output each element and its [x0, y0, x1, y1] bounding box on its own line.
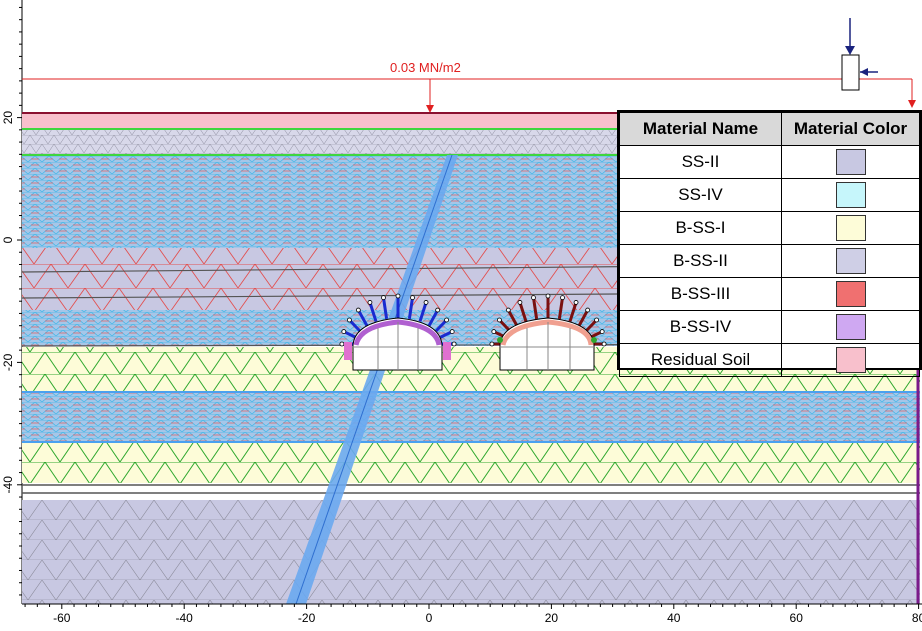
x-tick-label: -40 — [176, 611, 194, 625]
legend-material-name: SS-II — [619, 145, 782, 179]
legend-material-color — [781, 211, 920, 245]
y-tick-label: -40 — [1, 476, 15, 494]
legend-row: Residual Soil — [619, 343, 920, 377]
legend-material-color — [781, 277, 920, 311]
legend-material-color — [781, 244, 920, 278]
color-swatch — [835, 314, 866, 340]
legend-material-name: SS-IV — [619, 178, 782, 212]
legend-row: B-SS-III — [619, 277, 920, 311]
legend-row: B-SS-I — [619, 211, 920, 245]
left-axis — [17, 0, 23, 604]
y-tick-label: 0 — [1, 236, 15, 243]
color-swatch — [835, 149, 866, 175]
bottom-axis — [0, 603, 922, 626]
boundary-condition-icon — [841, 18, 878, 91]
x-tick-label: 40 — [667, 611, 681, 625]
color-swatch — [835, 248, 866, 274]
legend-material-color — [781, 178, 920, 212]
material-legend: Material Name Material Color SS-II SS-IV B… — [617, 110, 922, 377]
legend-material-name: B-SS-II — [619, 244, 782, 278]
legend-material-name: Residual Soil — [619, 343, 782, 377]
legend-material-color — [781, 310, 920, 344]
right-tunnel — [489, 293, 607, 371]
legend-row: B-SS-IV — [619, 310, 920, 344]
legend-row: SS-II — [619, 145, 920, 179]
color-swatch — [835, 347, 866, 373]
x-tick-label: 60 — [790, 611, 804, 625]
legend-material-name: B-SS-IV — [619, 310, 782, 344]
left-tunnel-rock-bolts — [339, 293, 457, 347]
y-axis-tick-labels: 20 0 -20 -40 — [1, 111, 15, 494]
legend-row: B-SS-II — [619, 244, 920, 278]
color-swatch — [835, 281, 866, 307]
y-tick-label: -20 — [1, 353, 15, 371]
color-swatch — [835, 215, 866, 241]
y-tick-label: 20 — [1, 111, 15, 125]
legend-header-color: Material Color — [781, 112, 920, 146]
legend-material-color — [781, 145, 920, 179]
left-tunnel — [339, 293, 457, 371]
x-tick-label: -20 — [298, 611, 316, 625]
legend-row: SS-IV — [619, 178, 920, 212]
x-tick-label: 0 — [426, 611, 433, 625]
color-swatch — [835, 182, 866, 208]
x-tick-label: -60 — [53, 611, 71, 625]
x-tick-label: 80 — [912, 611, 922, 625]
fault-zone — [286, 154, 458, 605]
legend-header-name: Material Name — [619, 112, 782, 146]
legend-material-name: B-SS-I — [619, 211, 782, 245]
x-tick-label: 20 — [545, 611, 559, 625]
load-label: 0.03 MN/m2 — [390, 60, 461, 75]
distributed-load — [22, 78, 916, 113]
legend-material-color — [781, 343, 920, 377]
x-axis-tick-labels: -60 -40 -20 0 20 40 60 80 — [53, 611, 922, 625]
legend-material-name: B-SS-III — [619, 277, 782, 311]
